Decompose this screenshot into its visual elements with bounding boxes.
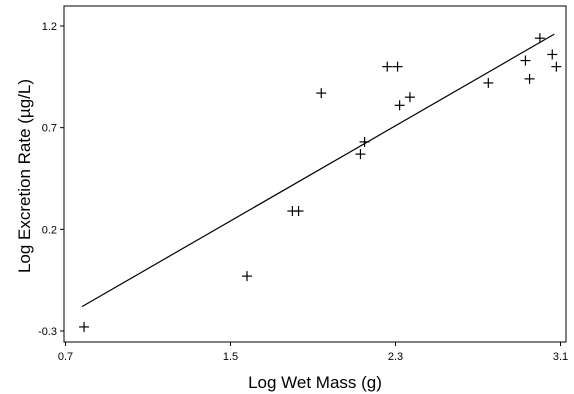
data-point xyxy=(483,77,494,88)
regression-line xyxy=(81,33,555,308)
y-tick-label: 0.2 xyxy=(42,224,57,236)
fit-line-group xyxy=(81,33,555,308)
data-point xyxy=(242,271,252,282)
data-point xyxy=(382,61,393,72)
data-point xyxy=(316,88,327,99)
data-point xyxy=(520,55,531,66)
data-point xyxy=(79,321,90,332)
y-tick-label: 0.7 xyxy=(42,123,57,135)
data-points xyxy=(79,33,562,332)
y-tick-label: 1.2 xyxy=(42,21,57,33)
data-point xyxy=(547,49,558,60)
data-point xyxy=(355,149,366,160)
data-point xyxy=(551,61,562,72)
data-point xyxy=(524,73,535,84)
x-axis-title: Log Wet Mass (g) xyxy=(248,373,382,392)
x-tick-label: 1.5 xyxy=(223,351,238,363)
data-point xyxy=(359,136,370,147)
x-tick-label: 0.7 xyxy=(58,351,73,363)
y-axis-ticks: -0.3 0.2 0.7 1.2 xyxy=(38,21,64,338)
plot-frame xyxy=(63,5,567,343)
data-point xyxy=(394,100,405,111)
data-point xyxy=(293,206,304,217)
data-point xyxy=(392,61,403,72)
x-tick-label: 3.1 xyxy=(553,351,568,363)
y-tick-label: -0.3 xyxy=(38,326,57,338)
y-axis-title: Log Excretion Rate (µg/L) xyxy=(15,79,34,273)
data-point xyxy=(404,92,415,103)
x-tick-label: 2.3 xyxy=(388,351,403,363)
data-point xyxy=(534,33,545,44)
x-axis-ticks: 0.7 1.5 2.3 3.1 xyxy=(58,342,568,363)
